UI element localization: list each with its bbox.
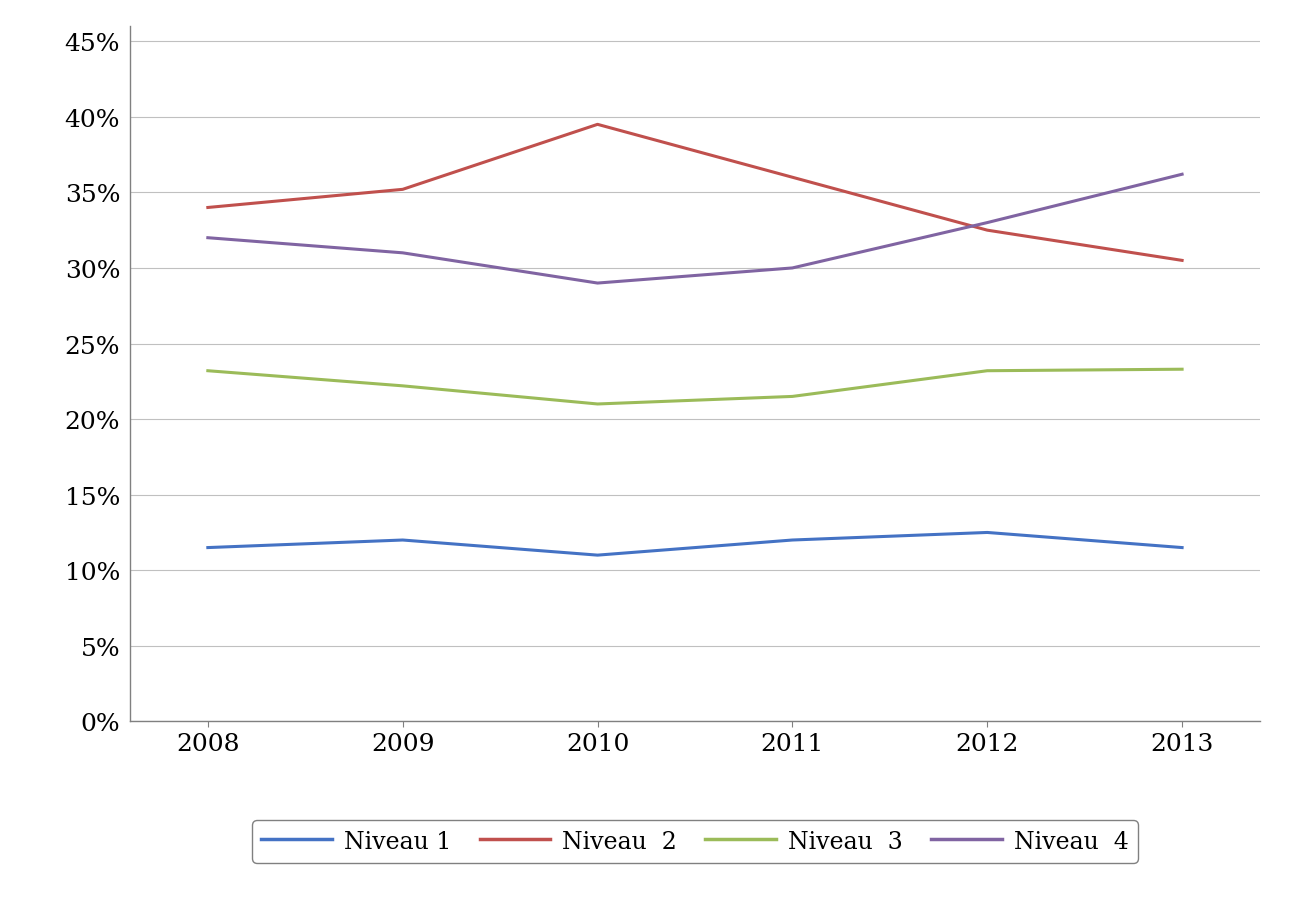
Legend: Niveau 1, Niveau  2, Niveau  3, Niveau  4: Niveau 1, Niveau 2, Niveau 3, Niveau 4 bbox=[252, 820, 1138, 862]
Niveau  2 bbox=[395, 185, 410, 196]
Niveau  4 bbox=[1174, 170, 1190, 180]
Niveau 1 bbox=[590, 550, 605, 561]
Line: Niveau  4: Niveau 4 bbox=[208, 175, 1182, 284]
Niveau 1 bbox=[1174, 543, 1190, 554]
Line: Niveau 1: Niveau 1 bbox=[208, 533, 1182, 556]
Niveau  2 bbox=[200, 203, 216, 214]
Niveau 1 bbox=[785, 535, 800, 546]
Niveau  3 bbox=[1174, 364, 1190, 375]
Niveau  2 bbox=[979, 226, 995, 236]
Niveau  4 bbox=[200, 233, 216, 244]
Line: Niveau  2: Niveau 2 bbox=[208, 125, 1182, 261]
Niveau  4 bbox=[590, 279, 605, 290]
Niveau 1 bbox=[200, 543, 216, 554]
Niveau  3 bbox=[395, 381, 410, 391]
Niveau  3 bbox=[979, 366, 995, 377]
Niveau 1 bbox=[395, 535, 410, 546]
Niveau  3 bbox=[200, 366, 216, 377]
Niveau  3 bbox=[590, 399, 605, 410]
Niveau  2 bbox=[785, 172, 800, 183]
Niveau 1 bbox=[979, 528, 995, 538]
Niveau  2 bbox=[590, 120, 605, 131]
Niveau  3 bbox=[785, 391, 800, 402]
Niveau  4 bbox=[395, 248, 410, 259]
Niveau  4 bbox=[785, 263, 800, 274]
Line: Niveau  3: Niveau 3 bbox=[208, 370, 1182, 404]
Niveau  4 bbox=[979, 218, 995, 229]
Niveau  2 bbox=[1174, 255, 1190, 266]
